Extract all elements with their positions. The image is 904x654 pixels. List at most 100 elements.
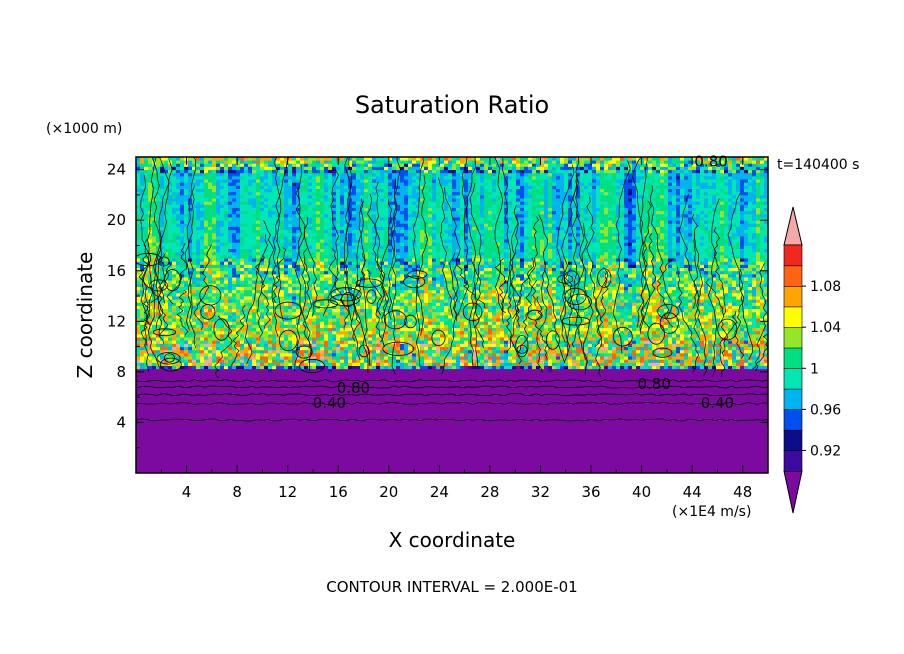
field-cell bbox=[424, 327, 429, 332]
field-cell bbox=[368, 346, 373, 351]
field-cell bbox=[432, 286, 437, 291]
field-cell bbox=[596, 327, 601, 332]
field-cell bbox=[260, 324, 265, 329]
field-cell bbox=[492, 305, 497, 310]
field-cell bbox=[740, 311, 745, 316]
field-cell bbox=[260, 368, 265, 373]
field-cell bbox=[652, 368, 657, 373]
field-cell bbox=[728, 302, 733, 306]
field-cell bbox=[540, 318, 545, 322]
field-cell bbox=[168, 311, 173, 316]
field-cell bbox=[252, 318, 257, 322]
field-cell bbox=[200, 340, 205, 344]
field-cell bbox=[472, 356, 477, 360]
field-cell bbox=[200, 378, 205, 382]
field-cell bbox=[304, 289, 309, 294]
field-cell bbox=[488, 311, 493, 316]
field-cell bbox=[416, 315, 421, 319]
field-cell bbox=[400, 356, 405, 360]
field-cell bbox=[276, 289, 281, 294]
field-cell bbox=[460, 289, 465, 294]
field-cell bbox=[448, 292, 453, 297]
field-cell bbox=[172, 280, 177, 284]
field-cell bbox=[140, 346, 145, 351]
field-cell bbox=[192, 324, 197, 329]
field-cell bbox=[660, 286, 665, 291]
field-cell bbox=[252, 368, 257, 373]
field-cell bbox=[532, 346, 537, 351]
field-cell bbox=[712, 330, 717, 335]
field-cell bbox=[676, 356, 681, 360]
field-cell bbox=[636, 292, 641, 297]
field-cell bbox=[604, 359, 609, 363]
field-cell bbox=[264, 315, 269, 319]
field-cell bbox=[748, 283, 753, 287]
field-cell bbox=[404, 327, 409, 332]
field-cell bbox=[184, 311, 189, 316]
field-cell bbox=[324, 368, 329, 373]
field-cell bbox=[608, 371, 613, 376]
field-cell bbox=[568, 299, 573, 303]
field-cell bbox=[408, 302, 413, 306]
field-cell bbox=[684, 371, 689, 376]
field-cell bbox=[512, 333, 517, 338]
field-cell bbox=[208, 305, 213, 310]
field-cell bbox=[228, 283, 233, 287]
field-cell bbox=[644, 362, 649, 366]
field-cell bbox=[604, 296, 609, 300]
field-cell bbox=[328, 346, 333, 351]
field-cell bbox=[240, 318, 245, 322]
field-cell bbox=[536, 324, 541, 329]
field-cell bbox=[712, 352, 717, 357]
field-cell bbox=[248, 378, 253, 382]
field-cell bbox=[224, 375, 229, 379]
field-cell bbox=[324, 311, 329, 316]
field-cell bbox=[436, 359, 441, 363]
field-cell bbox=[372, 378, 377, 382]
field-cell bbox=[140, 321, 145, 325]
field-cell bbox=[384, 378, 389, 382]
field-cell bbox=[328, 324, 333, 329]
field-cell bbox=[276, 311, 281, 316]
field-cell bbox=[740, 318, 745, 322]
field-cell bbox=[292, 289, 297, 294]
field-cell bbox=[744, 286, 749, 291]
field-cell bbox=[492, 340, 497, 344]
field-cell bbox=[452, 311, 457, 316]
field-cell bbox=[228, 289, 233, 294]
field-cell bbox=[636, 283, 641, 287]
field-cell bbox=[284, 315, 289, 319]
field-cell bbox=[404, 299, 409, 303]
field-cell bbox=[324, 286, 329, 291]
field-cell bbox=[256, 333, 261, 338]
field-cell bbox=[680, 349, 685, 354]
field-cell bbox=[520, 321, 525, 325]
field-cell bbox=[564, 362, 569, 366]
field-cell bbox=[364, 352, 369, 357]
field-cell bbox=[220, 337, 225, 341]
field-cell bbox=[420, 296, 425, 300]
field-cell bbox=[308, 283, 313, 287]
field-cell bbox=[436, 368, 441, 373]
field-cell bbox=[136, 311, 141, 316]
field-cell bbox=[416, 359, 421, 363]
field-cell bbox=[316, 346, 321, 351]
field-cell bbox=[452, 362, 457, 366]
field-cell bbox=[288, 362, 293, 366]
field-cell bbox=[292, 311, 297, 316]
field-cell bbox=[232, 327, 237, 332]
field-cell bbox=[160, 321, 165, 325]
field-cell bbox=[288, 283, 293, 287]
field-cell bbox=[180, 337, 185, 341]
field-cell bbox=[684, 340, 689, 344]
field-cell bbox=[420, 315, 425, 319]
field-cell bbox=[628, 362, 633, 366]
field-cell bbox=[580, 343, 585, 347]
field-cell bbox=[744, 365, 749, 370]
field-cell bbox=[296, 289, 301, 294]
field-cell bbox=[284, 296, 289, 300]
field-cell bbox=[564, 340, 569, 344]
field-cell bbox=[152, 368, 157, 373]
field-cell bbox=[452, 324, 457, 329]
field-cell bbox=[280, 308, 285, 313]
